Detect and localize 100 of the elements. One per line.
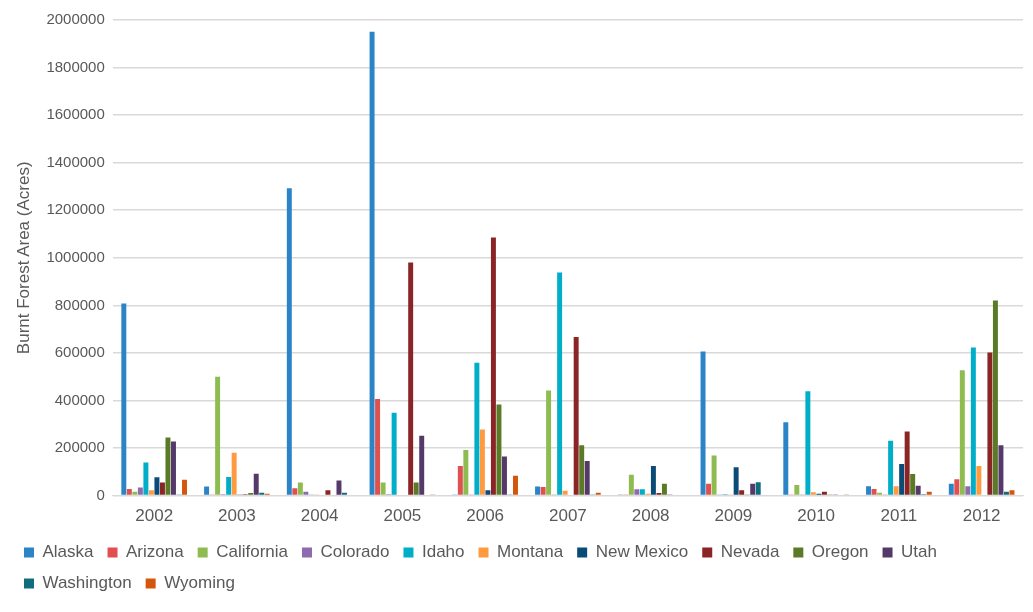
bar	[584, 461, 590, 495]
bar	[303, 491, 309, 495]
legend-label: Idaho	[421, 542, 465, 562]
bar	[954, 479, 960, 495]
bar	[965, 486, 971, 495]
bar	[899, 463, 905, 495]
bar	[959, 370, 965, 495]
bar	[904, 431, 910, 495]
bar	[463, 449, 469, 495]
x-tick-label: 2007	[548, 506, 587, 526]
bar	[182, 479, 187, 495]
bar	[391, 412, 397, 495]
bar	[204, 486, 210, 495]
bar	[419, 435, 425, 495]
y-tick-label: 400000	[54, 390, 105, 408]
bar	[143, 462, 149, 495]
bar	[821, 491, 827, 495]
x-tick-label: 2010	[797, 506, 836, 526]
y-tick-label: 600000	[54, 343, 105, 361]
x-tick-label: 2005	[383, 506, 422, 526]
bar	[286, 188, 292, 495]
bar	[325, 490, 331, 495]
y-tick-label: 1400000	[46, 152, 105, 170]
bar	[165, 437, 171, 495]
bar	[496, 404, 502, 495]
x-tick-label: 2008	[631, 506, 670, 526]
bar	[739, 490, 745, 495]
legend-label: Wyoming	[164, 573, 235, 593]
bar	[540, 487, 546, 495]
bar	[137, 487, 143, 495]
bar	[535, 486, 541, 495]
bar	[215, 376, 221, 495]
y-tick-label: 200000	[54, 438, 105, 456]
bar	[336, 480, 342, 495]
bar	[369, 31, 375, 495]
bar	[457, 465, 463, 495]
bar	[380, 482, 386, 495]
y-tick-label: 1600000	[46, 105, 105, 123]
bar	[910, 473, 916, 495]
legend-label: Colorado	[320, 542, 390, 562]
legend-label: Washington	[42, 573, 132, 593]
bar	[375, 399, 381, 495]
bar	[546, 390, 552, 495]
bar	[226, 477, 232, 495]
x-tick-label: 2003	[218, 506, 256, 526]
bar	[634, 489, 640, 495]
bar	[408, 262, 414, 495]
bar	[866, 486, 872, 495]
bar	[893, 486, 899, 495]
bar	[485, 490, 491, 495]
bar	[628, 474, 634, 495]
y-tick-label: 0	[96, 485, 105, 503]
bar	[661, 483, 667, 495]
bar	[755, 482, 761, 495]
bar	[700, 351, 706, 495]
y-tick-label: 1000000	[46, 247, 105, 265]
bar	[987, 352, 993, 495]
bar	[888, 440, 894, 495]
legend-label: Oregon	[811, 542, 869, 562]
bar	[992, 300, 998, 495]
bar	[706, 483, 712, 495]
bar	[711, 455, 717, 495]
bar	[810, 492, 816, 495]
bar	[750, 483, 756, 495]
bar	[976, 465, 982, 495]
bar	[650, 465, 656, 495]
legend-label: California	[216, 542, 289, 562]
bar	[132, 491, 138, 495]
bar	[231, 452, 237, 495]
bar	[557, 272, 563, 495]
bar	[639, 489, 645, 495]
x-tick-label: 2004	[300, 506, 339, 526]
bar	[562, 490, 568, 495]
x-tick-label: 2012	[962, 506, 1001, 526]
bar	[479, 429, 485, 495]
legend-label: Montana	[497, 542, 564, 562]
bar	[154, 477, 160, 495]
bar	[783, 422, 789, 495]
bar	[871, 488, 877, 495]
bar	[513, 475, 518, 495]
bar	[297, 482, 303, 495]
bar	[948, 483, 954, 495]
bar	[595, 492, 601, 495]
x-tick-label: 2006	[466, 506, 505, 526]
bar	[490, 237, 496, 495]
x-tick-label: 2002	[135, 506, 174, 526]
y-tick-label: 1800000	[46, 57, 105, 75]
legend-label: Alaska	[42, 542, 95, 562]
bar	[292, 488, 298, 495]
bar	[121, 303, 127, 495]
legend-label: Nevada	[720, 542, 780, 562]
bar	[501, 456, 507, 495]
bar	[926, 491, 932, 495]
bar	[413, 482, 419, 495]
y-axis-title: Burnt Forest Area (Acres)	[13, 161, 33, 355]
bar	[579, 445, 585, 495]
bar	[259, 492, 265, 495]
y-tick-label: 2000000	[46, 10, 105, 28]
bar	[1009, 490, 1015, 495]
bar	[148, 490, 154, 495]
